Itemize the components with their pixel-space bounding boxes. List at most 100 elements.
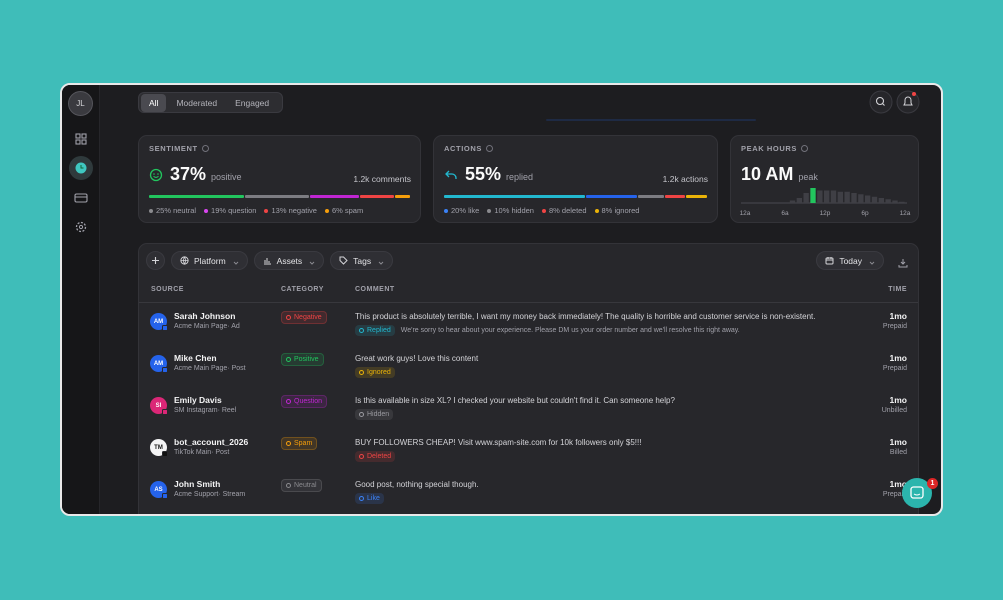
billing: Unbilled [881, 407, 907, 414]
calendar-icon [825, 256, 834, 265]
date-pill[interactable]: Today [816, 251, 884, 270]
category-icon [286, 483, 291, 488]
info-icon [485, 145, 493, 152]
legend-item: 20% like [444, 206, 479, 215]
legend-dot [149, 208, 153, 213]
platform-dot [162, 409, 168, 415]
sentiment-card: SENTIMENT 37% positive 1.2k comments 25% neu… [138, 135, 421, 223]
filter-icon [180, 256, 189, 265]
legend-text: 19% question [211, 206, 257, 215]
header-actions[interactable] [868, 90, 920, 114]
filter-pill[interactable]: Platform [171, 251, 248, 270]
status-badge: Deleted [355, 451, 396, 462]
axis-label: 6p [861, 210, 869, 217]
card-count: 1.2k actions [662, 174, 708, 184]
hour-bar [899, 201, 905, 203]
tab[interactable]: Moderated [176, 97, 218, 108]
card-value-row: 10 AM peak [741, 164, 818, 185]
legend-item: 19% question [204, 206, 256, 215]
filter-pill[interactable]: Assets [253, 251, 325, 270]
category-icon [286, 315, 291, 320]
filter-label: Assets [276, 255, 303, 266]
comment-text: Is this available in size XL? I checked … [355, 396, 675, 405]
card-value-label: replied [506, 172, 534, 182]
status-badge: Replied [355, 325, 395, 336]
hour-bar [830, 190, 837, 203]
info-icon [201, 145, 209, 152]
legend-text: 6% spam [331, 206, 364, 215]
tab[interactable]: All [141, 93, 167, 112]
hour-bar [885, 199, 891, 203]
filter-label: Platform [194, 255, 226, 266]
add-button[interactable] [146, 251, 165, 270]
time: 1mo [889, 311, 907, 321]
status-badge: Ignored [355, 367, 395, 378]
status-badge: Hidden [355, 409, 394, 420]
download-button[interactable] [898, 255, 908, 268]
table-row[interactable]: TM bot_account_2026 TikTok Main· Post Spam B… [139, 437, 918, 477]
category-badge: Negative [281, 311, 327, 324]
table-row[interactable]: AM Mike Chen Acme Main Page· Post Positive G… [139, 353, 918, 393]
category-icon [286, 357, 291, 362]
axis-label: 12a [900, 210, 911, 217]
platform-dot [162, 451, 168, 457]
axis-label: 12a [740, 210, 751, 217]
category-icon [286, 441, 291, 446]
comment-text: BUY FOLLOWERS CHEAP! Visit www.spam-site… [355, 438, 642, 447]
chevron [309, 258, 315, 265]
tab[interactable]: Engaged [235, 97, 270, 108]
card-header: ACTIONS [444, 144, 493, 153]
category-label: Negative [294, 314, 322, 321]
stacked-bar [444, 195, 707, 198]
legend: 20% like 10% hidden 8% deleted 8% ignored [444, 206, 639, 215]
axis-label: 12p [820, 210, 831, 217]
card-header: PEAK HOURS [741, 144, 809, 153]
hour-bar [789, 200, 796, 203]
legend-text: 25% neutral [156, 206, 197, 215]
bar-segment [444, 195, 586, 198]
card-count: 1.2k comments [353, 174, 411, 184]
table-row[interactable]: AM Sarah Johnson Acme Main Page· Ad Negativ… [139, 311, 918, 351]
source-detail: Acme Main Page· Post [174, 365, 246, 372]
table-row[interactable]: AS John Smith Acme Support· Stream Neutral G… [139, 479, 918, 514]
status-label: Replied [367, 327, 391, 334]
hour-bar [878, 198, 884, 203]
legend-dot [324, 208, 329, 213]
hour-bar [796, 198, 802, 203]
user-avatar[interactable]: JL [68, 91, 93, 116]
date-label: Today [839, 255, 862, 266]
table-row[interactable]: SI Emily Davis SM Instagram· Reel Question I… [139, 395, 918, 435]
chat-badge: 1 [927, 478, 938, 489]
card-title: ACTIONS [444, 144, 482, 153]
column-header: COMMENT [355, 286, 395, 293]
category-badge: Question [281, 395, 328, 408]
time: 1mo [889, 437, 907, 447]
nav-icons[interactable] [62, 125, 100, 245]
legend-text: 20% like [451, 206, 480, 215]
source-name: John Smith [174, 479, 221, 489]
time: 1mo [889, 479, 907, 489]
chat-icon [910, 486, 924, 499]
bar-segment [245, 195, 310, 198]
app-window: JL All Moderated Engaged SENTIMENT 37% posit… [60, 83, 943, 516]
header-divider [139, 302, 918, 303]
hour-bar [824, 190, 830, 203]
legend-item: 6% spam [324, 206, 364, 215]
hour-bar [844, 191, 850, 203]
bar-segment [149, 195, 245, 198]
tab-bar: All Moderated Engaged [138, 92, 283, 113]
status-row: Ignored [355, 367, 395, 378]
hour-bar [851, 193, 857, 203]
status-row: Deleted [355, 451, 396, 462]
card-value: 10 AM [741, 164, 794, 184]
billing: Prepaid [882, 491, 907, 498]
status-icon [359, 496, 364, 501]
status-icon [359, 454, 364, 459]
source-name: Mike Chen [174, 353, 217, 363]
status-icon [359, 328, 364, 333]
card-value-row: 37% positive [149, 164, 242, 185]
filter-pill[interactable]: Tags [330, 251, 394, 270]
billing: Prepaid [882, 365, 907, 372]
status-icon [359, 412, 364, 417]
category-badge: Neutral [281, 479, 322, 492]
